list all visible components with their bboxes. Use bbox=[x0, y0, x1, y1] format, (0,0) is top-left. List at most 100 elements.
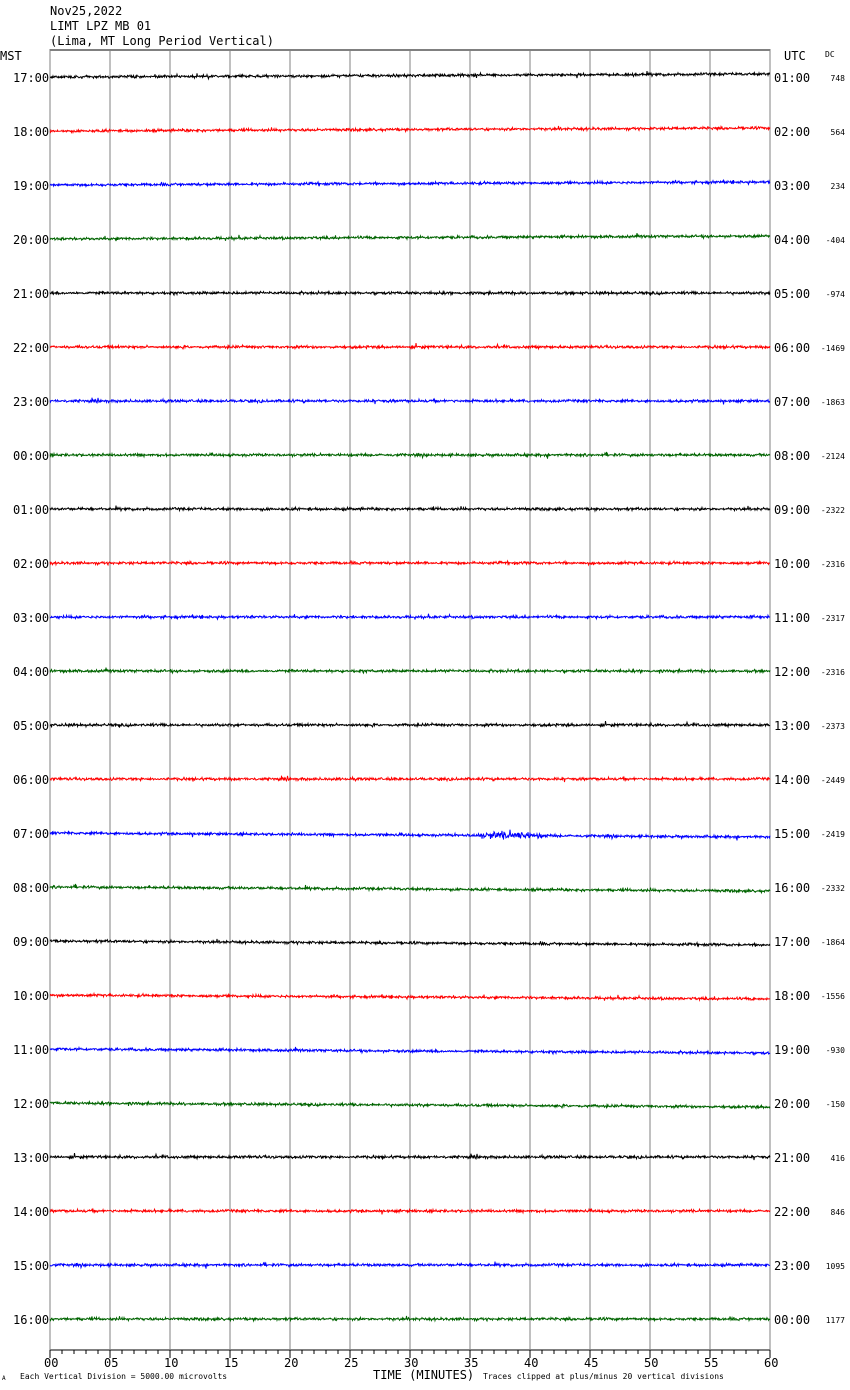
seismic-trace bbox=[49, 720, 771, 729]
utc-hour-label: 05:00 bbox=[774, 287, 810, 301]
mst-hour-label: 12:00 bbox=[13, 1097, 49, 1111]
plot-date: Nov25,2022 bbox=[50, 4, 123, 18]
scale-note: Each Vertical Division = 5000.00 microvo… bbox=[20, 1372, 228, 1381]
utc-hour-label: 19:00 bbox=[774, 1043, 810, 1057]
utc-hour-label: 15:00 bbox=[774, 827, 810, 841]
seismic-trace bbox=[49, 829, 771, 841]
mst-hour-label: 21:00 bbox=[13, 287, 49, 301]
mst-hour-label: 11:00 bbox=[13, 1043, 49, 1057]
seismic-trace bbox=[49, 124, 771, 135]
utc-hour-label: 18:00 bbox=[774, 989, 810, 1003]
seismic-trace bbox=[49, 70, 770, 81]
mst-hour-label: 05:00 bbox=[13, 719, 49, 733]
x-tick-label: 35 bbox=[464, 1356, 478, 1370]
mst-hour-label: 13:00 bbox=[13, 1151, 49, 1165]
x-tick-label: 05 bbox=[104, 1356, 118, 1370]
seismic-trace bbox=[49, 451, 771, 460]
utc-hour-label: 02:00 bbox=[774, 125, 810, 139]
utc-hour-label: 20:00 bbox=[774, 1097, 810, 1111]
dc-offset-label: -2332 bbox=[821, 884, 845, 893]
mst-hour-label: 14:00 bbox=[13, 1205, 49, 1219]
x-tick-label: 15 bbox=[224, 1356, 238, 1370]
utc-hour-label: 14:00 bbox=[774, 773, 810, 787]
mst-hour-label: 20:00 bbox=[13, 233, 49, 247]
dc-offset-label: 846 bbox=[831, 1208, 846, 1217]
x-tick-label: 25 bbox=[344, 1356, 358, 1370]
mst-hour-label: 22:00 bbox=[13, 341, 49, 355]
seismic-trace bbox=[49, 938, 771, 948]
mst-hour-label: 00:00 bbox=[13, 449, 49, 463]
dc-offset-label: 748 bbox=[831, 74, 846, 83]
dc-column-label: DC bbox=[825, 50, 835, 59]
dc-offset-label: -2419 bbox=[821, 830, 845, 839]
mst-hour-label: 16:00 bbox=[13, 1313, 49, 1327]
dc-offset-label: -930 bbox=[826, 1046, 845, 1055]
x-tick-label: 45 bbox=[584, 1356, 598, 1370]
seismic-trace bbox=[49, 1261, 771, 1270]
dc-offset-label: -2317 bbox=[821, 614, 845, 623]
seismic-trace bbox=[49, 179, 771, 188]
dc-offset-label: -1863 bbox=[821, 398, 845, 407]
seismic-trace bbox=[49, 397, 771, 405]
dc-offset-label: -1556 bbox=[821, 992, 845, 1001]
dc-offset-label: -2124 bbox=[821, 452, 845, 461]
mst-hour-label: 08:00 bbox=[13, 881, 49, 895]
dc-offset-label: -2322 bbox=[821, 506, 845, 515]
dc-offset-label: -150 bbox=[826, 1100, 845, 1109]
seismic-trace bbox=[49, 1207, 771, 1215]
x-tick-label: 55 bbox=[704, 1356, 718, 1370]
dc-offset-label: -1469 bbox=[821, 344, 845, 353]
utc-hour-label: 23:00 bbox=[774, 1259, 810, 1273]
dc-offset-label: -2316 bbox=[821, 560, 845, 569]
utc-hour-label: 00:00 bbox=[774, 1313, 810, 1327]
x-axis-label: TIME (MINUTES) bbox=[373, 1368, 474, 1382]
mst-hour-label: 15:00 bbox=[13, 1259, 49, 1273]
dc-offset-label: -404 bbox=[826, 236, 845, 245]
utc-hour-label: 07:00 bbox=[774, 395, 810, 409]
utc-hour-label: 13:00 bbox=[774, 719, 810, 733]
dc-offset-label: -974 bbox=[826, 290, 845, 299]
seismic-trace bbox=[49, 1152, 771, 1161]
dc-offset-label: -2316 bbox=[821, 668, 845, 677]
seismic-trace bbox=[49, 991, 771, 1002]
dc-offset-label: 1095 bbox=[826, 1262, 845, 1271]
mst-hour-label: 10:00 bbox=[13, 989, 49, 1003]
corner-mark: A bbox=[2, 1375, 6, 1382]
utc-hour-label: 16:00 bbox=[774, 881, 810, 895]
dc-offset-label: 416 bbox=[831, 1154, 846, 1163]
utc-hour-label: 06:00 bbox=[774, 341, 810, 355]
seismic-trace bbox=[49, 233, 771, 242]
x-tick-label: 50 bbox=[644, 1356, 658, 1370]
mst-hour-label: 04:00 bbox=[13, 665, 49, 679]
mst-hour-label: 09:00 bbox=[13, 935, 49, 949]
seismic-trace bbox=[49, 612, 771, 621]
mst-hour-label: 19:00 bbox=[13, 179, 49, 193]
x-tick-label: 20 bbox=[284, 1356, 298, 1370]
mst-hour-label: 03:00 bbox=[13, 611, 49, 625]
x-tick-label: 30 bbox=[404, 1356, 418, 1370]
dc-offset-label: 564 bbox=[831, 128, 846, 137]
seismic-trace bbox=[49, 289, 771, 297]
seismic-trace bbox=[49, 342, 771, 351]
x-tick-label: 10 bbox=[164, 1356, 178, 1370]
x-tick-label: 60 bbox=[764, 1356, 778, 1370]
mst-hour-label: 18:00 bbox=[13, 125, 49, 139]
x-tick-label: 00 bbox=[44, 1356, 58, 1370]
mst-hour-label: 02:00 bbox=[13, 557, 49, 571]
utc-hour-label: 17:00 bbox=[774, 935, 810, 949]
station-title: LIMT LPZ MB 01 bbox=[50, 19, 152, 33]
utc-hour-label: 21:00 bbox=[774, 1151, 810, 1165]
mst-hour-label: 23:00 bbox=[13, 395, 49, 409]
utc-hour-label: 01:00 bbox=[774, 71, 810, 85]
utc-hour-label: 10:00 bbox=[774, 557, 810, 571]
station-location: (Lima, MT Long Period Vertical) bbox=[50, 34, 274, 48]
utc-hour-label: 04:00 bbox=[774, 233, 810, 247]
dc-offset-label: -1864 bbox=[821, 938, 845, 947]
clip-note: Traces clipped at plus/minus 20 vertical… bbox=[483, 1372, 724, 1381]
dc-offset-label: -2449 bbox=[821, 776, 845, 785]
seismic-trace bbox=[49, 1045, 771, 1056]
utc-axis-label: UTC bbox=[784, 49, 806, 63]
dc-offset-label: 234 bbox=[831, 182, 846, 191]
x-tick-label: 40 bbox=[524, 1356, 538, 1370]
